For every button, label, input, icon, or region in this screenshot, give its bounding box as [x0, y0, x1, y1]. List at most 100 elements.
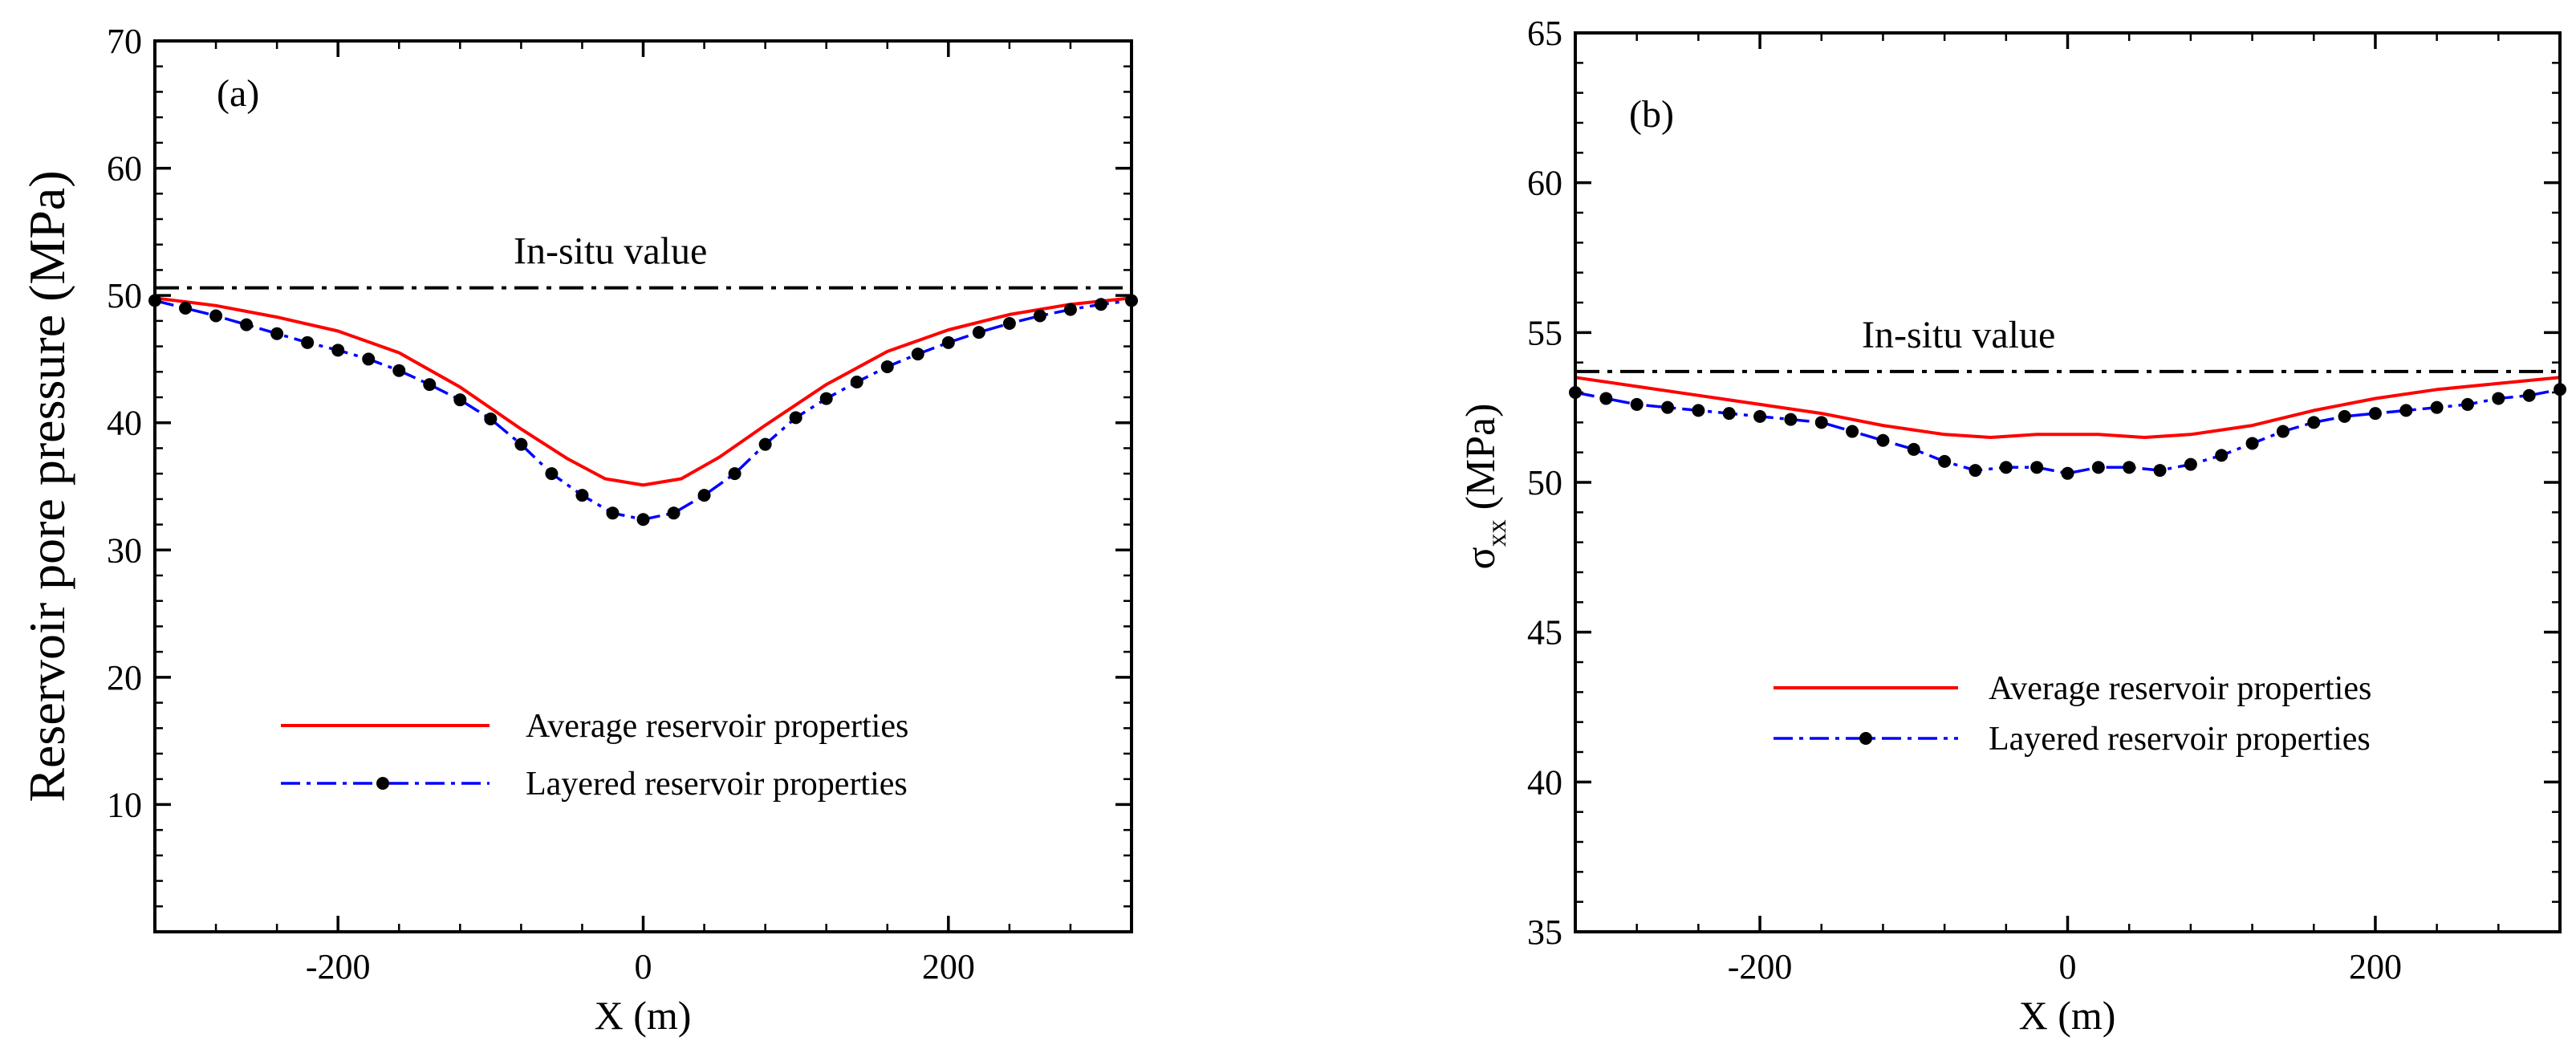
y-tick-label-b: 50 — [1527, 463, 1562, 502]
data-point-layered-a — [453, 393, 467, 407]
y-tick-label-a: 50 — [107, 276, 142, 315]
x-tick-label-b: 200 — [2349, 947, 2402, 986]
data-point-layered-b — [1692, 404, 1705, 417]
data-point-layered-a — [331, 344, 345, 357]
data-point-layered-b — [1938, 454, 1952, 468]
y-tick-label-a: 30 — [107, 531, 142, 570]
data-point-layered-b — [2091, 461, 2105, 474]
plot-area-a — [148, 286, 1138, 526]
legend-marker-layered-b — [1859, 732, 1872, 745]
data-point-layered-a — [209, 309, 223, 323]
x-tick-label-a: -200 — [306, 947, 371, 986]
y-tick-label-b: 65 — [1527, 14, 1562, 53]
x-tick-label-a: 0 — [635, 947, 652, 986]
data-point-layered-a — [697, 489, 711, 502]
data-point-layered-a — [545, 467, 559, 481]
data-point-layered-a — [270, 327, 284, 340]
y-tick-label-b: 60 — [1527, 164, 1562, 203]
data-point-layered-a — [667, 506, 681, 520]
data-point-layered-b — [2430, 400, 2444, 414]
data-point-layered-b — [1661, 400, 1675, 414]
x-axis-title-b: X (m) — [2019, 993, 2116, 1038]
data-point-layered-a — [972, 326, 985, 339]
data-point-layered-b — [2399, 404, 2413, 417]
data-point-layered-b — [2522, 388, 2536, 402]
y-axis-unit: (MPa) — [1458, 404, 1504, 510]
ticks-b: 35 40 45 50 55 60 65 -200 0 200 — [1527, 14, 2560, 986]
data-point-layered-a — [1002, 317, 1016, 331]
legend-label-average-b: Average reservoir properties — [1989, 670, 2371, 707]
data-point-layered-a — [1063, 303, 1077, 316]
legend-marker-layered-a — [376, 777, 389, 790]
y-tick-label-b: 35 — [1527, 913, 1562, 952]
data-point-layered-a — [606, 506, 620, 520]
data-point-layered-b — [1907, 442, 1920, 456]
data-point-layered-b — [1599, 392, 1613, 405]
series-line-layered-b — [1574, 388, 2561, 475]
data-point-layered-a — [240, 318, 254, 331]
series-line-average-b — [1574, 376, 2561, 439]
y-tick-label-a: 10 — [107, 785, 142, 824]
data-point-layered-b — [1784, 413, 1798, 426]
legend-label-layered-b: Layered reservoir properties — [1989, 721, 2371, 758]
data-point-layered-b — [2215, 449, 2229, 462]
data-point-layered-a — [514, 437, 528, 451]
panel-label-b: (b) — [1629, 93, 1674, 136]
data-point-layered-a — [941, 335, 955, 349]
data-point-layered-a — [850, 375, 863, 388]
data-point-layered-a — [484, 412, 498, 425]
data-point-layered-a — [301, 335, 315, 349]
data-point-layered-b — [1846, 425, 1859, 438]
legend-label-average-a: Average reservoir properties — [526, 708, 908, 745]
data-point-layered-b — [2368, 407, 2382, 421]
data-point-layered-a — [880, 360, 894, 373]
data-point-layered-a — [636, 513, 650, 526]
x-tick-label-b: -200 — [1728, 947, 1793, 986]
data-point-layered-b — [2307, 416, 2321, 429]
data-point-layered-b — [1630, 397, 1644, 411]
data-point-layered-a — [575, 489, 589, 502]
y-tick-label-a: 20 — [107, 658, 142, 697]
data-point-layered-b — [2061, 466, 2074, 480]
data-point-layered-a — [1094, 298, 1107, 311]
data-point-layered-a — [362, 352, 376, 366]
series-line-average-a — [154, 296, 1132, 487]
y-tick-label-b: 45 — [1527, 613, 1562, 653]
ticks-a: 10 20 30 40 50 60 70 -200 0 200 — [107, 22, 1132, 986]
data-point-layered-b — [2030, 461, 2044, 474]
data-point-layered-b — [2123, 461, 2136, 474]
data-point-layered-b — [1876, 433, 1890, 447]
data-point-layered-a — [423, 378, 437, 392]
data-point-layered-b — [2184, 457, 2197, 471]
y-tick-label-b: 40 — [1527, 762, 1562, 802]
data-point-layered-a — [728, 467, 742, 481]
legend-a: Average reservoir properties Layered res… — [281, 708, 908, 803]
y-axis-title-b: σxx (MPa) — [1458, 404, 1512, 570]
data-point-layered-b — [2276, 425, 2290, 438]
data-point-layered-b — [1969, 464, 1982, 478]
data-point-layered-b — [1722, 407, 1736, 421]
panel-label-a: (a) — [217, 72, 259, 115]
chart-panel-b: 35 40 45 50 55 60 65 -200 0 200 (b) In-situ value… — [1458, 14, 2566, 1038]
data-point-layered-a — [392, 364, 406, 377]
data-point-layered-a — [758, 437, 772, 451]
data-point-layered-a — [179, 302, 193, 315]
y-axis-sigma: σ — [1458, 547, 1504, 569]
y-axis-subscript: xx — [1482, 519, 1512, 547]
chart-panel-a: 10 20 30 40 50 60 70 -200 0 200 (a) In-situ value… — [18, 22, 1138, 1038]
plot-area-b — [1569, 369, 2566, 480]
data-point-layered-a — [789, 411, 802, 425]
data-point-layered-a — [1033, 309, 1046, 323]
y-tick-label-b: 55 — [1527, 313, 1562, 352]
legend-b: Average reservoir properties Layered res… — [1774, 670, 2371, 758]
x-tick-label-b: 0 — [2059, 947, 2077, 986]
in-situ-label-a: In-situ value — [514, 230, 707, 273]
data-point-layered-a — [911, 348, 924, 361]
data-point-layered-b — [2460, 397, 2474, 411]
data-point-layered-b — [2153, 464, 2167, 478]
data-point-layered-b — [2492, 392, 2505, 405]
legend-label-layered-a: Layered reservoir properties — [526, 766, 908, 803]
y-tick-label-a: 60 — [107, 149, 142, 189]
